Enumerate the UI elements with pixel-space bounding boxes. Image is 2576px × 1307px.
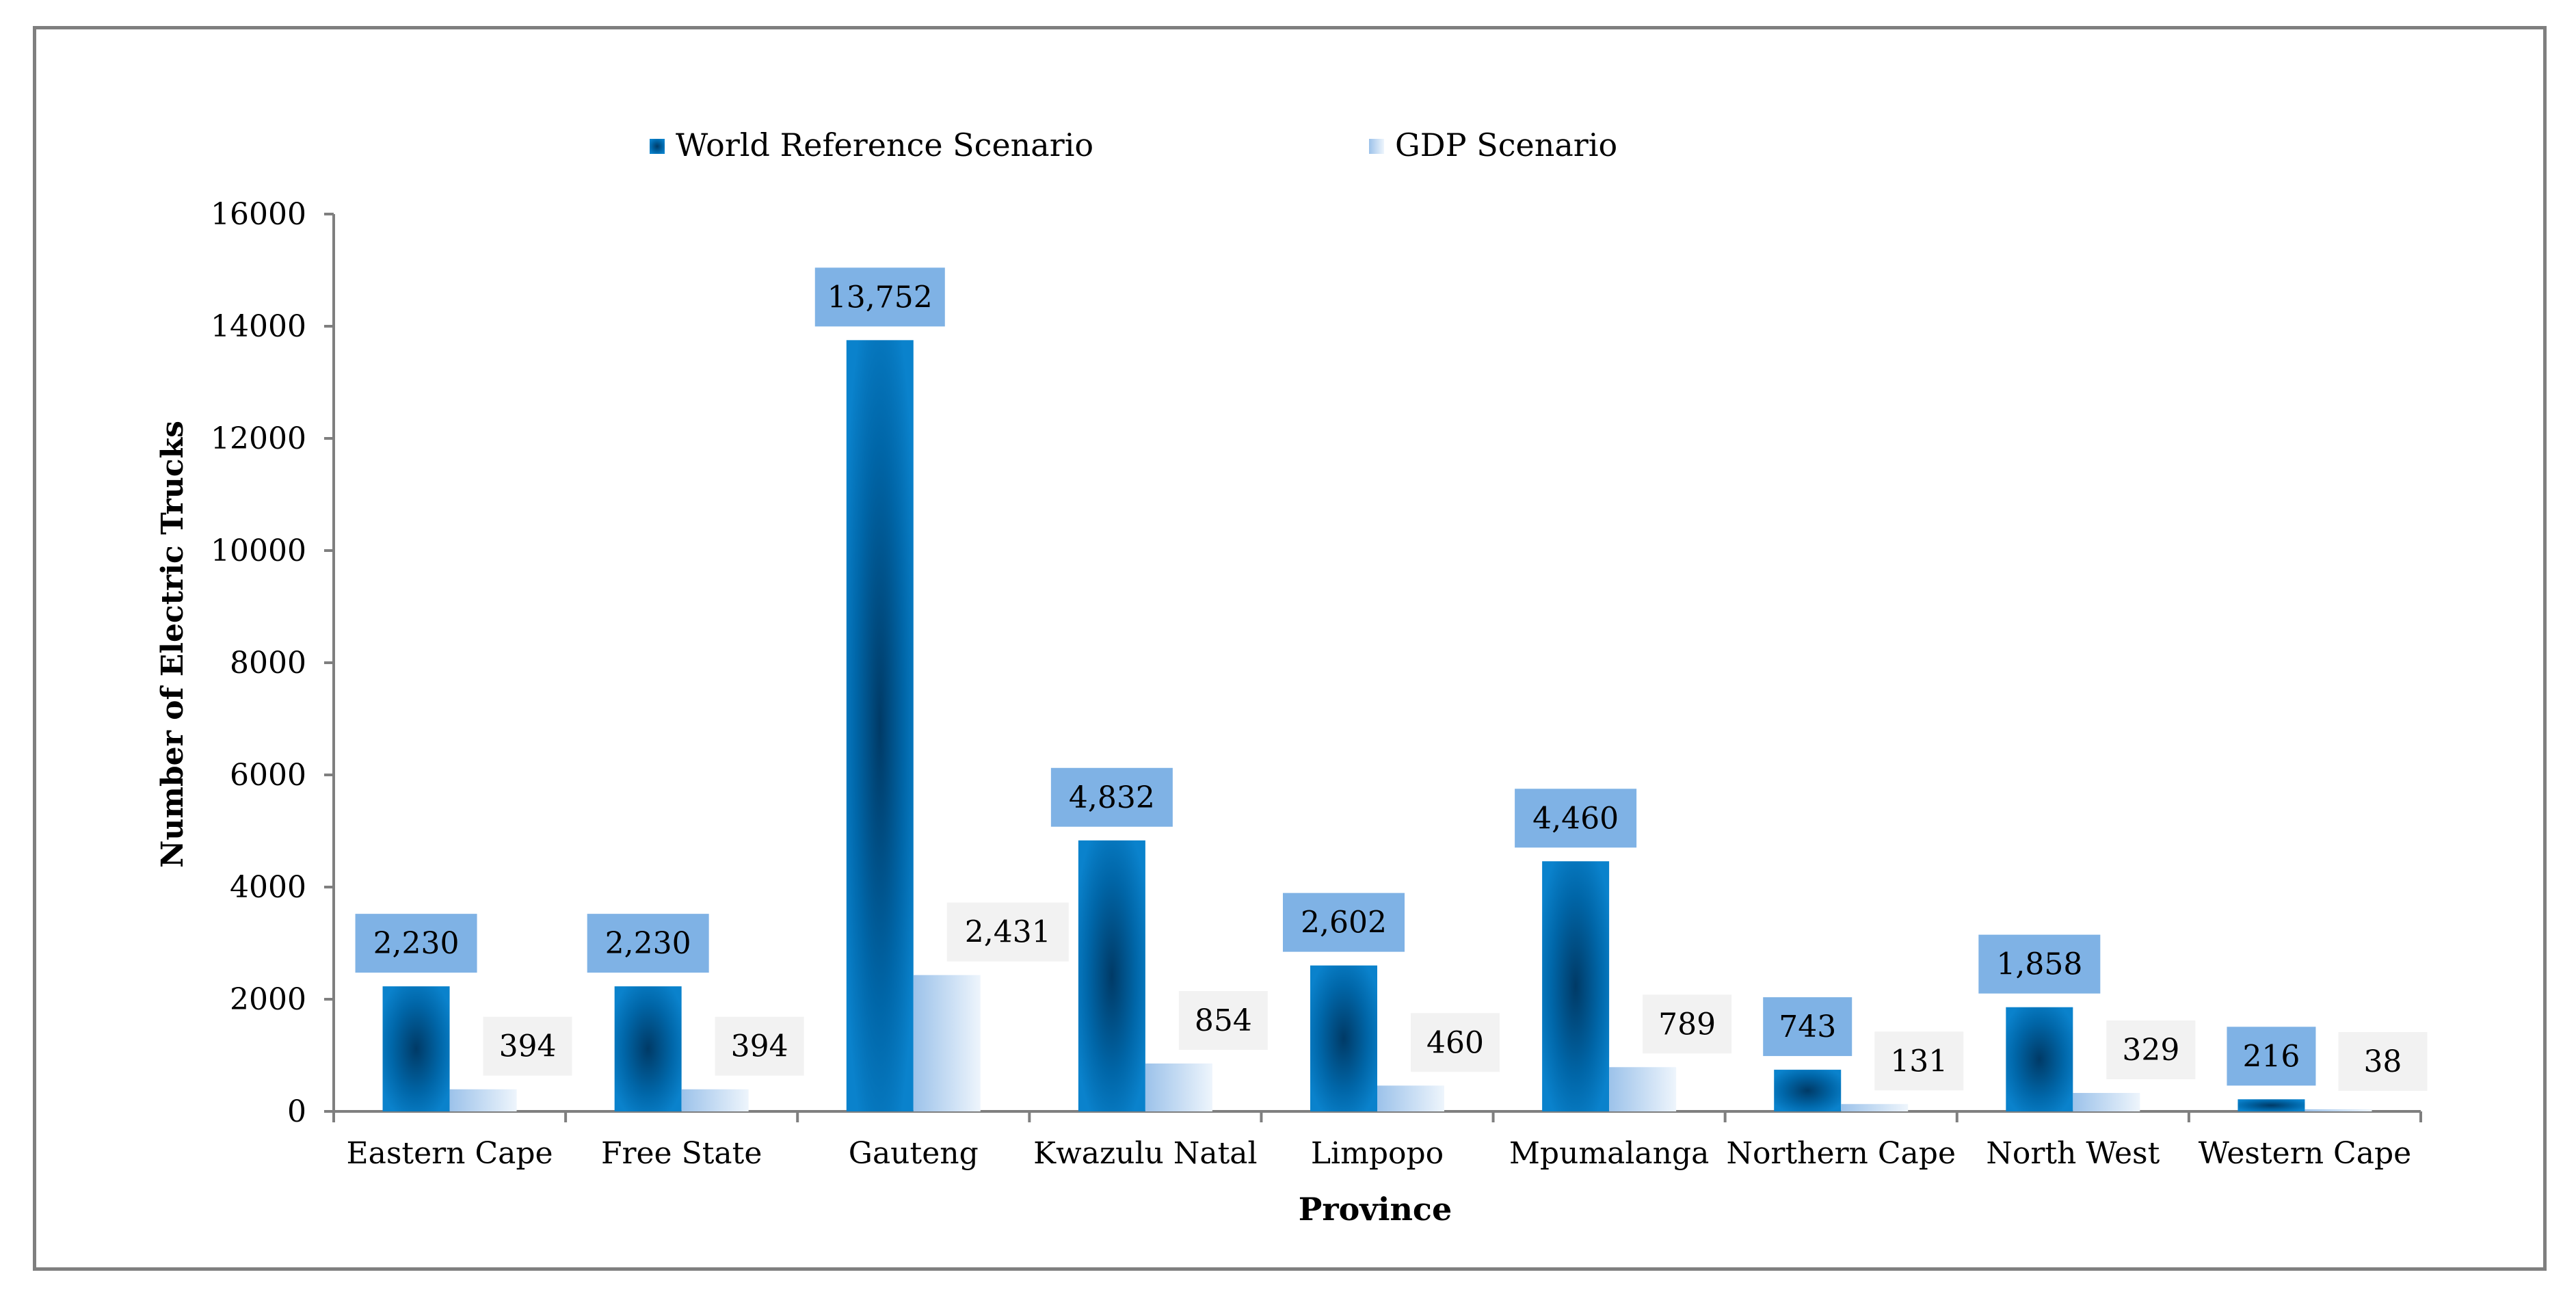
data-label-gdp: 789 bbox=[1658, 1007, 1716, 1042]
data-label-world-reference: 2,602 bbox=[1301, 906, 1387, 940]
data-label-world-reference: 743 bbox=[1779, 1009, 1836, 1044]
bar-gdp bbox=[2305, 1109, 2372, 1111]
y-tick-label: 8000 bbox=[230, 646, 306, 681]
data-label-box-gdp bbox=[1874, 1031, 1964, 1091]
x-tick-label: North West bbox=[1986, 1136, 2160, 1171]
data-labels: 2,230 2,230 13,752 4,832 2,602 4,460 743 1,858 2… bbox=[355, 267, 2428, 1091]
data-label-box-gdp bbox=[483, 1016, 572, 1076]
legend: World Reference Scenario GDP Scenario bbox=[650, 127, 1617, 163]
data-label-world-reference: 13,752 bbox=[827, 280, 933, 315]
bar-world-reference bbox=[1310, 965, 1377, 1111]
x-tick-label: Kwazulu Natal bbox=[1033, 1136, 1257, 1171]
data-label-world-reference: 216 bbox=[2242, 1039, 2300, 1074]
bar-gdp bbox=[1377, 1085, 1444, 1111]
y-tick-label: 6000 bbox=[230, 758, 306, 793]
bar-world-reference bbox=[1774, 1070, 1842, 1111]
x-tick-label: Northern Cape bbox=[1726, 1136, 1956, 1171]
data-label-gdp: 2,431 bbox=[965, 915, 1051, 950]
y-tick-label: 14000 bbox=[211, 309, 306, 344]
bar-world-reference bbox=[1078, 840, 1145, 1111]
bar-gdp bbox=[1145, 1063, 1212, 1111]
y-tick-label: 12000 bbox=[211, 421, 306, 456]
data-label-gdp: 460 bbox=[1426, 1025, 1484, 1060]
x-tick-label: Eastern Cape bbox=[346, 1136, 553, 1171]
data-label-box-world-reference bbox=[814, 267, 945, 327]
y-tick-label: 2000 bbox=[230, 982, 306, 1017]
bar-world-reference bbox=[614, 986, 682, 1111]
y-tick-label: 0 bbox=[287, 1094, 306, 1129]
data-label-world-reference: 1,858 bbox=[1996, 947, 2082, 982]
bar-world-reference bbox=[1542, 861, 1610, 1111]
data-label-gdp: 394 bbox=[499, 1029, 557, 1064]
bar-gdp bbox=[913, 975, 981, 1111]
data-label-box-gdp bbox=[1643, 994, 1732, 1054]
bar-world-reference bbox=[382, 986, 450, 1111]
data-label-box-gdp bbox=[2106, 1020, 2196, 1080]
data-label-box-gdp bbox=[2338, 1032, 2428, 1091]
bars bbox=[382, 340, 2372, 1112]
bar-gdp bbox=[1609, 1067, 1677, 1111]
bar-gdp bbox=[2073, 1093, 2140, 1111]
data-label-box-world-reference bbox=[2227, 1027, 2316, 1086]
bar-world-reference bbox=[846, 340, 914, 1112]
data-label-box-gdp bbox=[715, 1016, 804, 1076]
y-axis: 0 2000 4000 6000 8000 10000 12000 14000 16000 bbox=[211, 197, 335, 1129]
x-tick-label: Western Cape bbox=[2199, 1136, 2411, 1171]
data-label-gdp: 329 bbox=[2122, 1033, 2179, 1068]
data-label-world-reference: 4,460 bbox=[1532, 801, 1619, 836]
data-label-gdp: 38 bbox=[2363, 1044, 2402, 1079]
data-label-box-world-reference bbox=[1763, 997, 1853, 1057]
legend-label-gdp: GDP Scenario bbox=[1395, 127, 1617, 163]
y-tick-label: 4000 bbox=[230, 870, 306, 905]
data-label-box-world-reference bbox=[587, 914, 709, 973]
x-axis-title: Province bbox=[1299, 1191, 1452, 1228]
data-label-box-gdp bbox=[1178, 990, 1268, 1050]
x-tick-label: Limpopo bbox=[1311, 1136, 1444, 1171]
bar-gdp bbox=[1841, 1104, 1909, 1111]
x-tick-label: Gauteng bbox=[849, 1136, 979, 1171]
bar-world-reference bbox=[2238, 1099, 2305, 1111]
data-label-box-world-reference bbox=[355, 914, 477, 973]
data-label-gdp: 394 bbox=[731, 1029, 788, 1064]
data-label-gdp: 131 bbox=[1890, 1044, 1948, 1079]
y-tick-label: 10000 bbox=[211, 533, 306, 568]
y-tick-label: 16000 bbox=[211, 197, 306, 232]
data-label-box-world-reference bbox=[1050, 767, 1173, 827]
data-label-box-gdp bbox=[946, 902, 1069, 962]
data-label-world-reference: 2,230 bbox=[605, 926, 691, 961]
data-label-world-reference: 2,230 bbox=[373, 926, 460, 961]
data-label-gdp: 854 bbox=[1195, 1003, 1252, 1038]
x-tick-label: Free State bbox=[601, 1136, 762, 1171]
x-tick-label: Mpumalanga bbox=[1509, 1136, 1710, 1171]
data-label-box-gdp bbox=[1411, 1013, 1500, 1072]
bar-gdp bbox=[449, 1089, 517, 1111]
data-label-box-world-reference bbox=[1283, 893, 1405, 952]
y-axis-title: Number of Electric Trucks bbox=[155, 421, 190, 868]
legend-swatch-world-reference bbox=[650, 139, 665, 154]
legend-label-world-reference: World Reference Scenario bbox=[676, 127, 1093, 163]
data-label-world-reference: 4,832 bbox=[1069, 780, 1155, 815]
bar-gdp bbox=[681, 1089, 749, 1111]
bar-world-reference bbox=[2006, 1007, 2073, 1111]
x-axis: Eastern Cape Free State Gauteng Kwazulu Nat… bbox=[332, 1110, 2422, 1171]
data-label-box-world-reference bbox=[1978, 934, 2101, 994]
data-label-box-world-reference bbox=[1515, 789, 1637, 848]
legend-swatch-gdp bbox=[1369, 139, 1384, 154]
